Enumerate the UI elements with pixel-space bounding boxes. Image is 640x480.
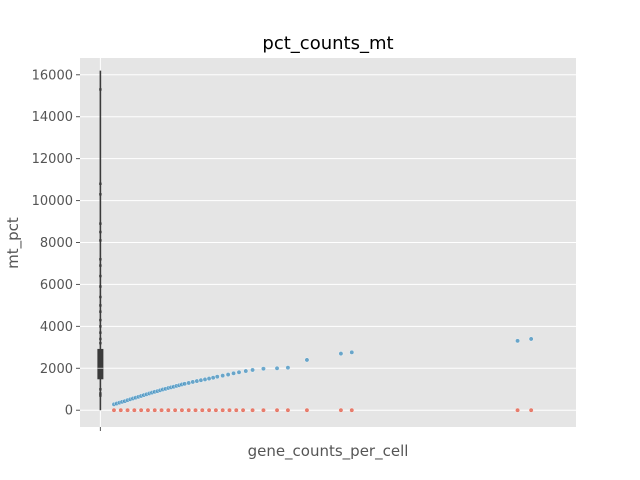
x-axis-label: gene_counts_per_cell bbox=[248, 442, 409, 461]
boxplot-outlier bbox=[99, 274, 102, 278]
y-tick-label: 0 bbox=[65, 404, 73, 419]
blue-data-point bbox=[214, 374, 220, 380]
blue-data-point bbox=[190, 379, 196, 385]
blue-data-point bbox=[304, 357, 310, 363]
boxplot-outlier bbox=[99, 88, 102, 91]
red-data-point bbox=[186, 407, 192, 413]
red-data-point bbox=[125, 407, 130, 413]
red-data-point bbox=[213, 407, 219, 413]
red-data-point bbox=[159, 407, 164, 413]
boxplot-outlier bbox=[99, 239, 102, 242]
boxplot-outlier bbox=[99, 264, 102, 267]
blue-data-point bbox=[528, 336, 534, 342]
red-data-point bbox=[179, 407, 185, 413]
boxplot-outlier bbox=[99, 258, 102, 261]
boxplot-outlier bbox=[99, 230, 102, 234]
y-tick-label: 14000 bbox=[32, 110, 73, 125]
red-data-point bbox=[250, 407, 255, 413]
y-tick-label: 12000 bbox=[32, 152, 73, 167]
blue-data-point bbox=[274, 365, 280, 371]
red-data-point bbox=[515, 407, 520, 413]
blue-data-point bbox=[285, 365, 291, 371]
blue-data-point bbox=[236, 369, 242, 375]
red-data-point bbox=[131, 407, 137, 413]
red-data-point bbox=[227, 407, 232, 413]
red-data-point bbox=[172, 407, 178, 413]
boxplot-outlier bbox=[99, 318, 102, 322]
red-data-point bbox=[528, 407, 534, 413]
red-data-point bbox=[240, 407, 246, 413]
blue-data-point bbox=[194, 378, 200, 384]
red-data-point bbox=[285, 407, 291, 413]
boxplot-outlier bbox=[99, 182, 102, 185]
boxplot-outlier bbox=[99, 222, 102, 225]
boxplot-outlier bbox=[99, 337, 102, 341]
red-data-point bbox=[233, 407, 239, 413]
red-data-point bbox=[152, 407, 158, 413]
blue-data-point bbox=[261, 366, 266, 372]
boxplot-box bbox=[97, 348, 104, 380]
blue-data-point bbox=[243, 368, 249, 374]
y-tick-label: 8000 bbox=[40, 236, 73, 251]
boxplot-outlier bbox=[99, 325, 102, 328]
y-tick-label: 2000 bbox=[40, 362, 73, 377]
blue-data-point bbox=[231, 370, 236, 376]
red-data-point bbox=[206, 407, 212, 413]
red-data-point bbox=[111, 407, 117, 413]
boxplot-outlier bbox=[99, 392, 102, 395]
blue-data-point bbox=[182, 381, 188, 387]
red-data-point bbox=[165, 407, 171, 413]
blue-data-point bbox=[202, 377, 208, 382]
boxplot-outlier bbox=[99, 394, 102, 397]
boxplot-outlier bbox=[99, 388, 102, 391]
blue-data-point bbox=[206, 376, 212, 381]
red-data-point bbox=[338, 407, 344, 413]
boxplot-outlier bbox=[99, 341, 102, 345]
blue-data-point bbox=[220, 373, 226, 379]
blue-data-point bbox=[349, 349, 355, 355]
boxplot-outlier bbox=[99, 193, 102, 196]
boxplot bbox=[97, 70, 104, 411]
red-data-point bbox=[220, 407, 226, 413]
y-tick-label: 16000 bbox=[32, 68, 73, 83]
red-data-point bbox=[261, 407, 266, 413]
red-data-point bbox=[274, 407, 280, 413]
boxplot-outlier bbox=[99, 304, 102, 307]
y-axis-ticks: 0 2000 4000 6000 8000 10000 12000 14000 16000 bbox=[32, 68, 80, 419]
blue-data-point bbox=[198, 377, 204, 383]
boxplot-outlier bbox=[99, 331, 102, 334]
red-data-point bbox=[145, 407, 151, 413]
red-data-point bbox=[138, 407, 144, 413]
red-data-point bbox=[304, 407, 310, 413]
red-data-point bbox=[118, 407, 124, 413]
red-data-point bbox=[199, 407, 205, 413]
blue-data-point bbox=[515, 338, 520, 344]
y-tick-label: 6000 bbox=[40, 278, 73, 293]
red-data-point bbox=[349, 407, 355, 413]
chart-title: pct_counts_mt bbox=[262, 33, 393, 54]
boxplot-outlier bbox=[99, 310, 102, 313]
boxplot-outlier bbox=[99, 285, 102, 288]
blue-data-point bbox=[250, 367, 255, 373]
data-points bbox=[111, 336, 534, 413]
y-tick-label: 10000 bbox=[32, 194, 73, 209]
blue-data-point bbox=[225, 372, 231, 377]
blue-data-point bbox=[186, 380, 192, 386]
blue-data-point bbox=[338, 351, 344, 357]
y-axis-label: mt_pct bbox=[4, 217, 23, 269]
boxplot-outlier bbox=[99, 295, 102, 299]
red-data-point bbox=[193, 407, 198, 413]
blue-data-point bbox=[210, 375, 216, 381]
y-tick-label: 4000 bbox=[40, 320, 73, 335]
